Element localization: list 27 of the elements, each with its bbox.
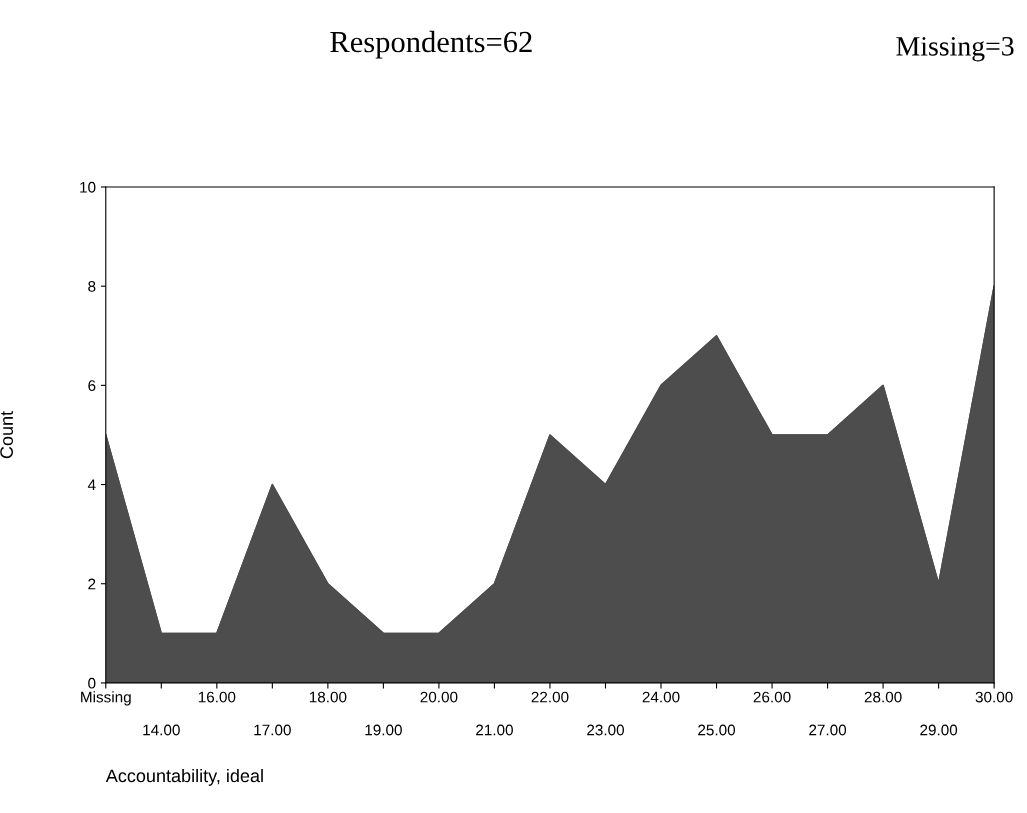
x-tick-label: 19.00 — [365, 724, 402, 736]
x-tick-label: 24.00 — [642, 691, 680, 703]
x-tick-label: 16.00 — [198, 691, 236, 703]
y-axis-title: Count — [0, 411, 13, 459]
x-tick-label: 27.00 — [809, 724, 847, 736]
x-tick-label: 28.00 — [864, 691, 902, 703]
x-tick-label: 22.00 — [531, 691, 569, 703]
text: Missing=3 — [896, 36, 1014, 62]
x-axis-title: Accountability, ideal — [105, 768, 263, 786]
x-tick-label: 26.00 — [753, 691, 791, 703]
x-tick-label: 14.00 — [143, 724, 180, 736]
y-tick-label: 2 — [88, 578, 96, 590]
x-tick-label: 18.00 — [309, 691, 347, 703]
x-tick-label: 23.00 — [587, 724, 624, 736]
chart-title: Respondents=62 — [330, 30, 532, 59]
x-tick-label: 30.00 — [975, 691, 1013, 703]
y-tick-label: 0 — [88, 677, 96, 689]
y-tick-label: 10 — [80, 181, 96, 193]
x-tick-label: 20.00 — [420, 691, 458, 703]
x-tick-label: Missing — [81, 691, 131, 706]
y-tick-label: 4 — [87, 479, 96, 491]
y-tick-label: 8 — [88, 281, 96, 292]
x-tick-label: 21.00 — [476, 724, 513, 736]
y-tick-label: 6 — [88, 380, 96, 392]
x-tick-label: 25.00 — [698, 724, 736, 736]
x-tick-label: 17.00 — [254, 724, 291, 736]
x-tick-label: 29.00 — [920, 724, 958, 736]
